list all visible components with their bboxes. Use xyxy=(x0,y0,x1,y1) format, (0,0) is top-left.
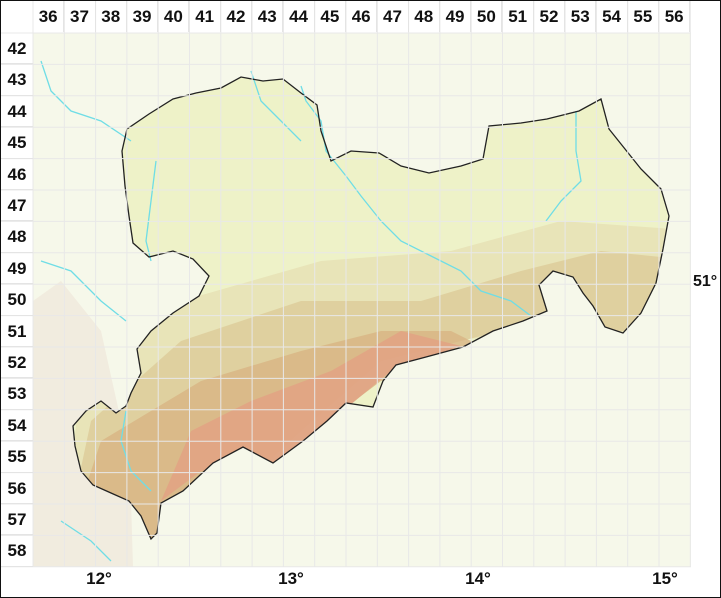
latitude-label: 51° xyxy=(693,273,718,290)
column-label: 36 xyxy=(33,1,65,32)
row-label: 54 xyxy=(1,410,33,442)
row-label: 46 xyxy=(1,159,33,190)
column-label: 46 xyxy=(346,1,378,32)
row-label: 43 xyxy=(1,64,33,96)
river xyxy=(545,111,582,222)
river xyxy=(250,70,302,142)
column-label: 52 xyxy=(534,1,566,32)
row-label: 50 xyxy=(1,284,33,316)
row-label: 56 xyxy=(1,473,33,504)
river xyxy=(40,260,127,322)
column-label: 47 xyxy=(377,1,409,32)
column-label: 49 xyxy=(440,1,472,32)
longitude-label: 12° xyxy=(86,569,112,588)
column-label: 48 xyxy=(409,1,440,32)
saxony-border xyxy=(72,76,670,541)
row-label: 45 xyxy=(1,127,33,159)
grid-lines xyxy=(1,1,691,568)
column-label: 39 xyxy=(127,1,159,32)
river xyxy=(120,410,152,492)
column-label: 45 xyxy=(315,1,346,32)
column-label: 54 xyxy=(596,1,628,32)
column-label: 55 xyxy=(628,1,659,32)
column-label: 51 xyxy=(503,1,534,32)
row-label: 52 xyxy=(1,347,33,379)
row-label: 48 xyxy=(1,221,33,253)
row-label: 53 xyxy=(1,378,33,410)
column-label: 53 xyxy=(565,1,597,32)
longitude-label: 14° xyxy=(465,569,491,588)
column-label: 56 xyxy=(659,1,691,32)
column-label: 37 xyxy=(64,1,96,32)
column-label: 41 xyxy=(190,1,221,32)
row-label: 42 xyxy=(1,33,33,65)
row-label: 58 xyxy=(1,535,33,567)
row-label: 51 xyxy=(1,316,33,347)
river xyxy=(60,520,112,562)
column-label: 42 xyxy=(221,1,253,32)
column-label: 38 xyxy=(96,1,127,32)
longitude-label: 13° xyxy=(278,569,304,588)
column-label: 44 xyxy=(283,1,315,32)
column-label: 50 xyxy=(471,1,503,32)
longitude-label: 15° xyxy=(652,569,678,588)
column-label: 40 xyxy=(158,1,190,32)
row-label: 55 xyxy=(1,441,33,473)
row-label: 57 xyxy=(1,504,33,536)
column-label: 43 xyxy=(252,1,284,32)
row-label: 49 xyxy=(1,253,33,285)
row-label: 47 xyxy=(1,190,33,222)
row-label: 44 xyxy=(1,96,33,128)
